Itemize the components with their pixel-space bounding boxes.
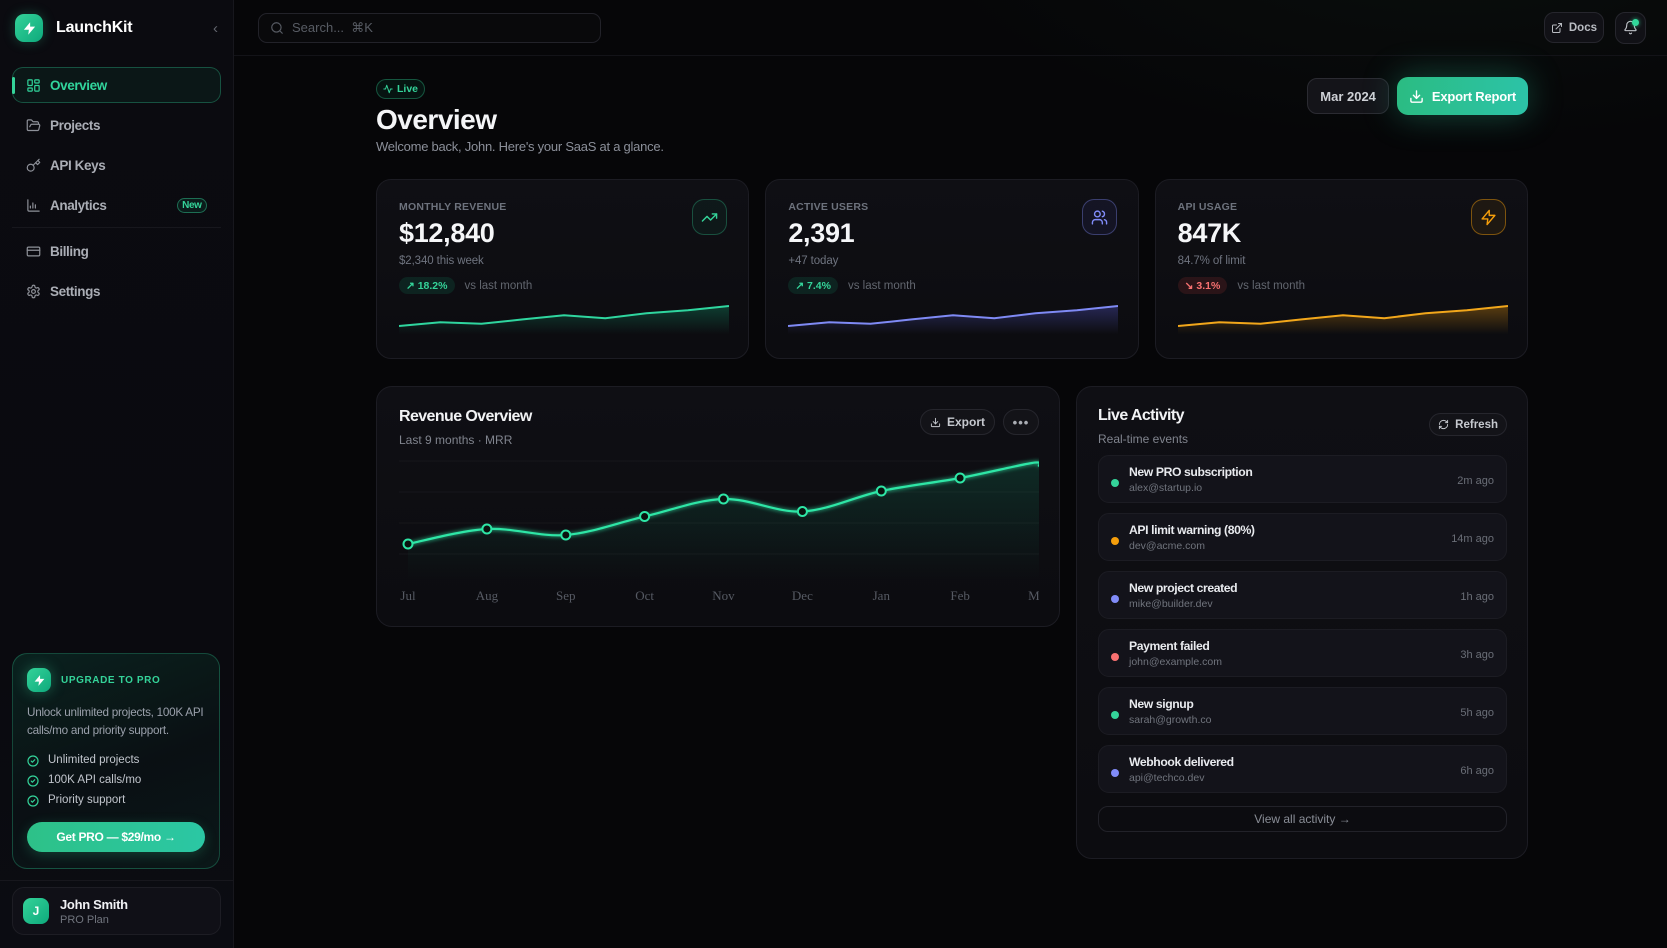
svg-text:Jan: Jan xyxy=(873,588,891,603)
svg-text:Nov: Nov xyxy=(712,588,735,603)
svg-text:Jul: Jul xyxy=(400,588,416,603)
svg-text:Aug: Aug xyxy=(476,588,499,603)
svg-text:Oct: Oct xyxy=(635,588,654,603)
svg-text:Feb: Feb xyxy=(950,588,970,603)
svg-text:Mar: Mar xyxy=(1028,588,1039,603)
svg-text:Dec: Dec xyxy=(792,588,813,603)
svg-text:Sep: Sep xyxy=(556,588,576,603)
